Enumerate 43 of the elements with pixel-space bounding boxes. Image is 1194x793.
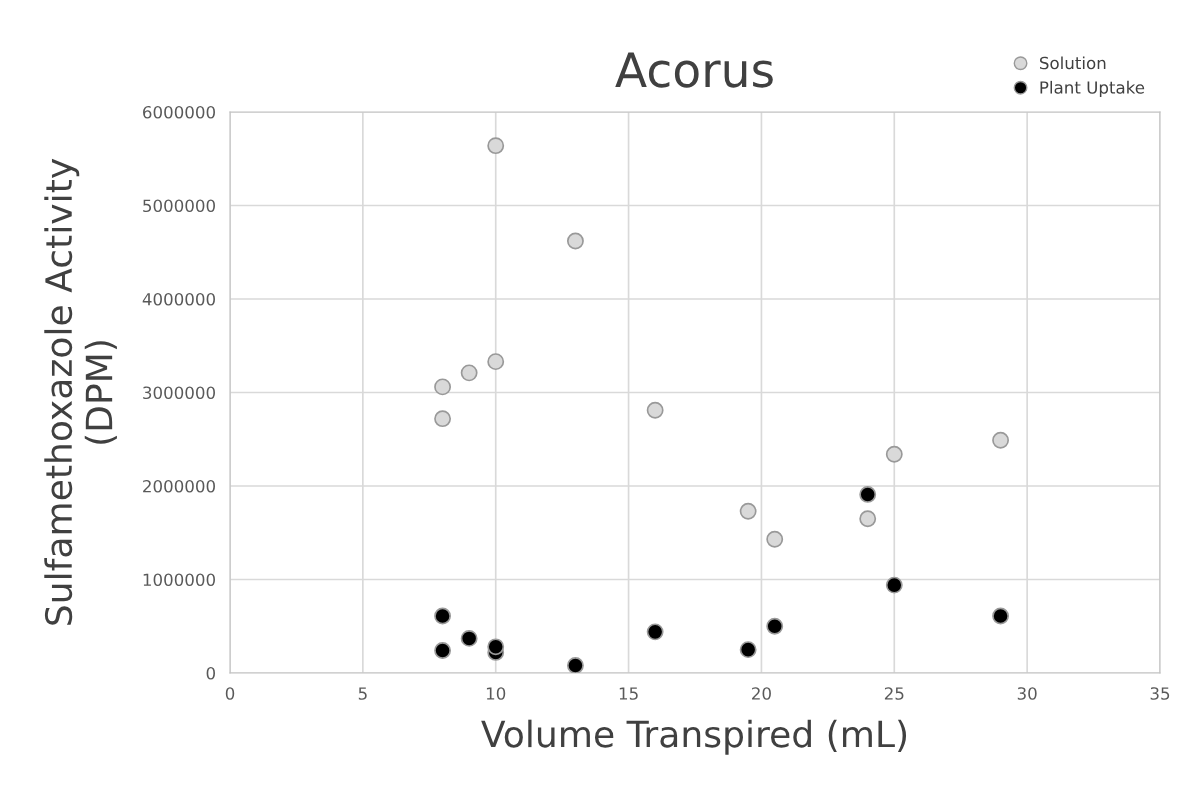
point [487,137,505,155]
x-tick-label: 35 [1150,687,1170,700]
legend-label: Solution [1039,56,1106,70]
point [859,485,877,503]
x-tick-label: 5 [358,687,367,700]
point [885,445,903,463]
point [487,638,505,656]
point [434,378,452,396]
y-tick-label: 6000000 [143,105,215,119]
point [766,530,784,548]
chart-title: Acorus [615,52,773,88]
point [460,364,478,382]
y-tick-label: 1000000 [143,573,215,587]
point [434,410,452,428]
y-tick-label: 0 [206,666,215,680]
point [460,629,478,647]
x-tick-label: 25 [884,687,904,700]
point [992,607,1010,625]
point [646,401,664,419]
y-tick-label: 2000000 [143,479,215,493]
point [646,623,664,641]
x-tick-label: 30 [1017,687,1037,700]
point [992,431,1010,449]
point [739,502,757,520]
point [434,642,452,660]
point [566,657,584,673]
point [566,232,584,250]
y-tick-label: 4000000 [142,292,215,306]
x-tick-label: 20 [752,687,771,700]
legend-label: Plant Uptake [1040,80,1145,97]
point [859,510,877,528]
point [739,641,757,659]
y-axis-title: Sulfamethoxazole Activity (DPM) [44,158,117,625]
x-tick-label: 0 [225,687,235,700]
point [885,576,903,594]
x-tick-label: 15 [619,687,638,700]
point [766,617,784,635]
point [434,607,452,625]
x-tick-label: 10 [486,687,506,700]
point [487,353,505,371]
x-axis-title: Volume Transpired (mL) [481,719,907,755]
y-tick-label: 5000000 [143,199,215,213]
y-tick-label: 3000000 [143,386,215,400]
